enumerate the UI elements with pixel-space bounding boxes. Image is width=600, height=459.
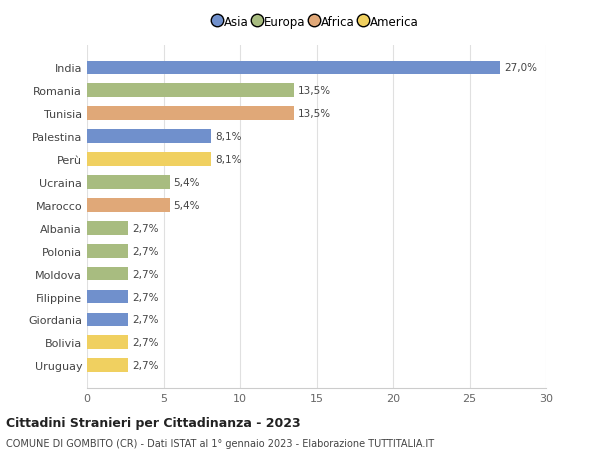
Text: 13,5%: 13,5% — [298, 109, 331, 119]
Text: COMUNE DI GOMBITO (CR) - Dati ISTAT al 1° gennaio 2023 - Elaborazione TUTTITALIA: COMUNE DI GOMBITO (CR) - Dati ISTAT al 1… — [6, 438, 434, 448]
Text: 2,7%: 2,7% — [132, 315, 158, 325]
Bar — [87, 84, 293, 98]
Text: 5,4%: 5,4% — [173, 201, 200, 210]
Bar — [87, 336, 128, 349]
Text: 5,4%: 5,4% — [173, 178, 200, 188]
Text: Cittadini Stranieri per Cittadinanza - 2023: Cittadini Stranieri per Cittadinanza - 2… — [6, 416, 301, 429]
Bar — [87, 107, 293, 121]
Legend: Asia, Europa, Africa, America: Asia, Europa, Africa, America — [209, 11, 424, 33]
Bar — [87, 153, 211, 167]
Bar — [87, 313, 128, 327]
Bar — [87, 244, 128, 258]
Text: 2,7%: 2,7% — [132, 360, 158, 370]
Text: 2,7%: 2,7% — [132, 292, 158, 302]
Bar — [87, 221, 128, 235]
Text: 2,7%: 2,7% — [132, 224, 158, 233]
Text: 2,7%: 2,7% — [132, 269, 158, 279]
Bar — [87, 267, 128, 281]
Bar — [87, 358, 128, 372]
Bar — [87, 176, 170, 190]
Bar — [87, 62, 500, 75]
Bar — [87, 290, 128, 304]
Text: 8,1%: 8,1% — [215, 132, 241, 142]
Text: 13,5%: 13,5% — [298, 86, 331, 96]
Text: 2,7%: 2,7% — [132, 338, 158, 347]
Bar — [87, 199, 170, 213]
Text: 2,7%: 2,7% — [132, 246, 158, 256]
Text: 8,1%: 8,1% — [215, 155, 241, 165]
Bar — [87, 130, 211, 144]
Text: 27,0%: 27,0% — [504, 63, 537, 73]
